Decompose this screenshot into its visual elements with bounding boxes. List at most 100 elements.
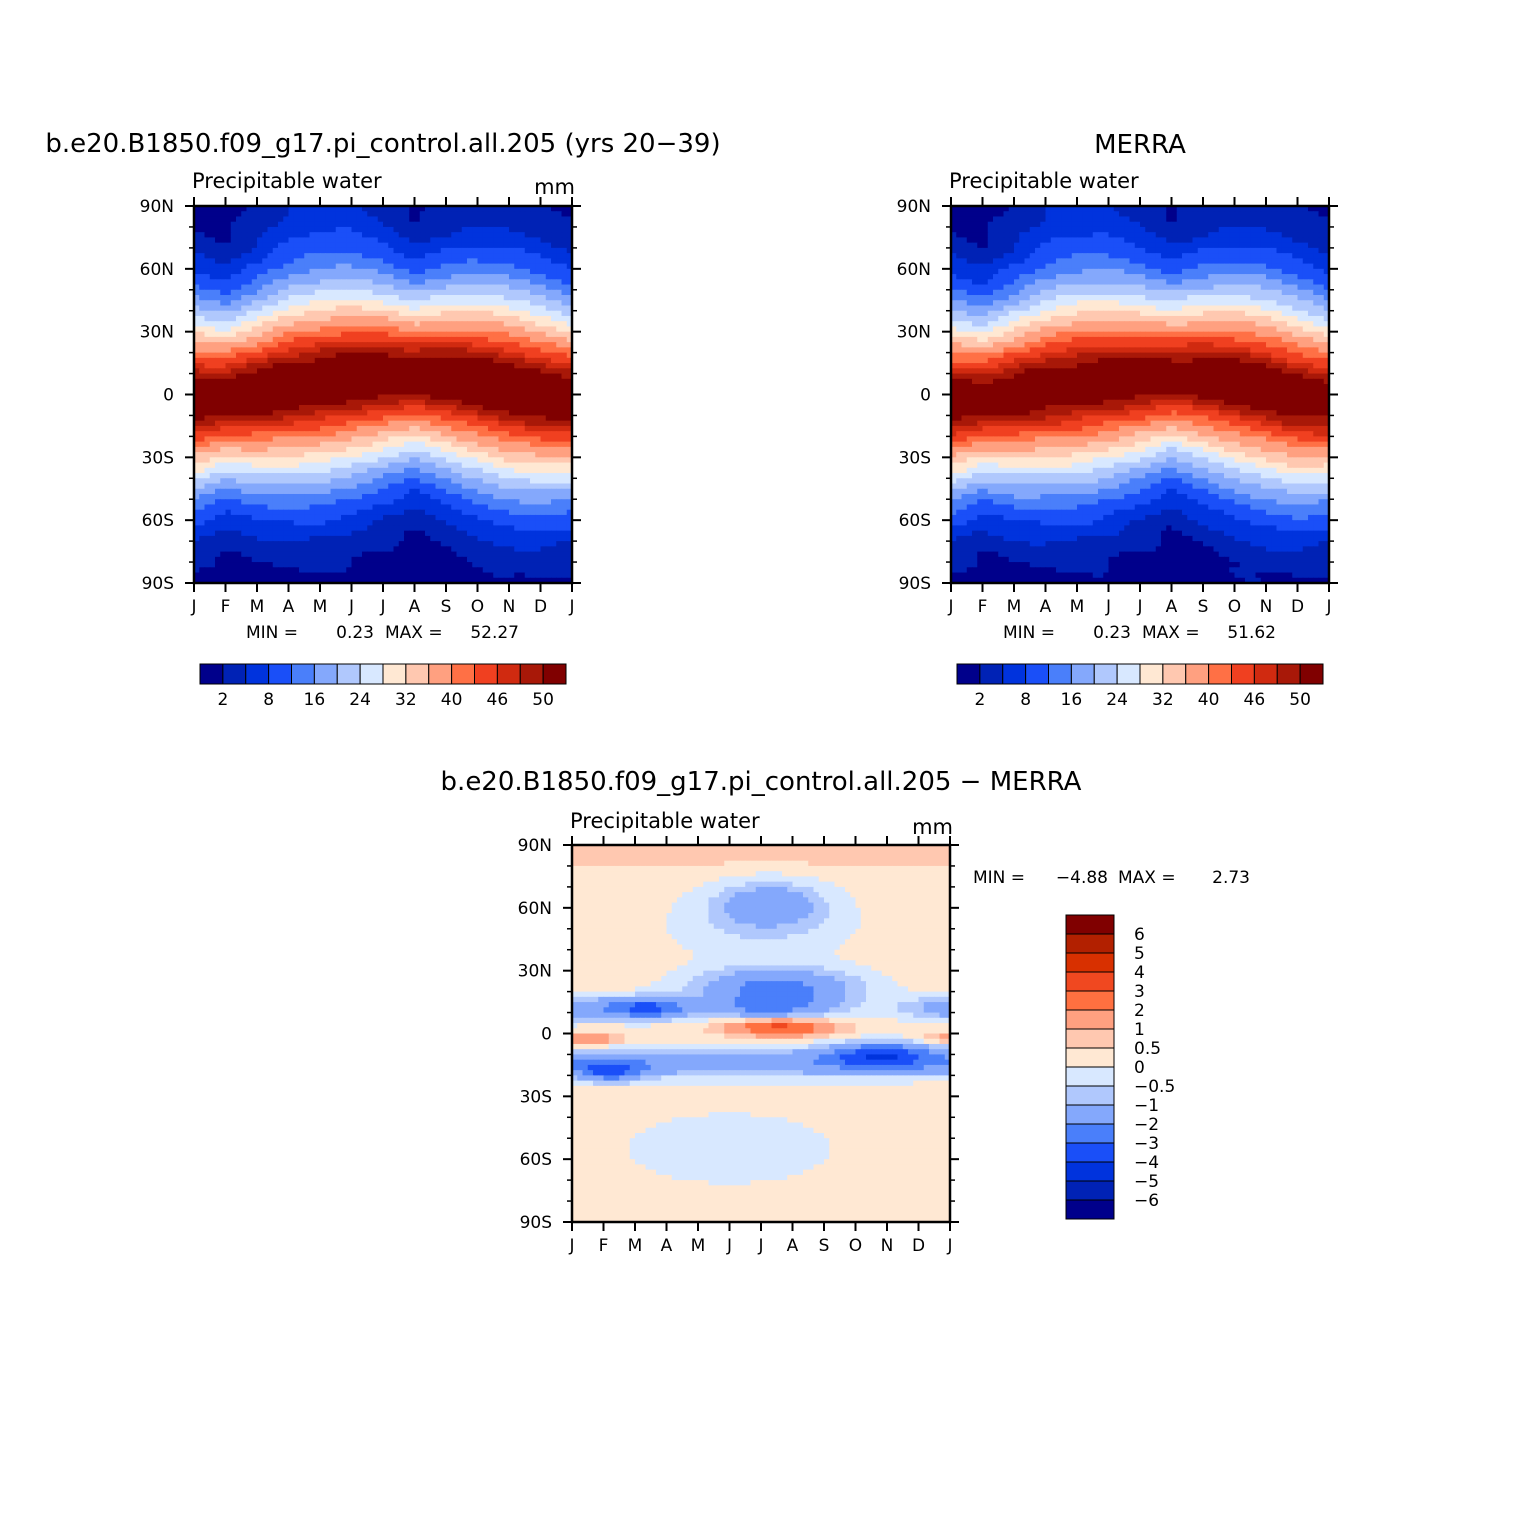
heatmap-cell xyxy=(236,556,242,563)
heatmap-cell xyxy=(209,562,216,568)
heatmap-cell xyxy=(498,404,505,411)
heatmap-cell xyxy=(225,420,232,427)
heatmap-cell xyxy=(278,410,284,417)
heatmap-cell xyxy=(461,357,468,364)
heatmap-cell xyxy=(377,363,384,369)
heatmap-cell xyxy=(414,441,421,448)
heatmap-cell xyxy=(199,483,206,490)
heatmap-cell xyxy=(383,300,389,307)
heatmap-cell xyxy=(283,357,290,364)
heatmap-cell xyxy=(230,478,237,485)
heatmap-cell xyxy=(278,300,284,307)
heatmap-cell xyxy=(561,462,568,469)
heatmap-cell xyxy=(341,300,347,307)
heatmap-cell xyxy=(472,525,479,532)
heatmap-cell xyxy=(204,546,211,553)
heatmap-cell xyxy=(351,562,358,568)
heatmap-cell xyxy=(419,226,426,233)
heatmap-cell xyxy=(488,562,494,568)
heatmap-cell xyxy=(335,232,342,239)
heatmap-cell xyxy=(330,289,337,296)
heatmap-cell xyxy=(514,541,521,547)
heatmap-cell xyxy=(362,289,368,296)
heatmap-cell xyxy=(272,404,279,411)
heatmap-cell xyxy=(488,289,494,296)
heatmap-cell xyxy=(446,226,452,233)
heatmap-cell xyxy=(246,567,253,574)
heatmap-cell xyxy=(461,279,468,286)
heatmap-cell xyxy=(561,415,568,422)
heatmap-cell xyxy=(398,452,405,458)
heatmap-cell xyxy=(230,247,237,254)
heatmap-cell xyxy=(356,457,363,464)
heatmap-cell xyxy=(524,462,531,469)
heatmap-cell xyxy=(545,394,552,401)
heatmap-cell xyxy=(257,462,263,469)
heatmap-cell xyxy=(430,268,437,275)
heatmap-cell xyxy=(524,352,531,359)
heatmap-cell xyxy=(503,436,510,443)
heatmap-cell xyxy=(220,206,227,212)
heatmap-cell xyxy=(320,436,326,443)
heatmap-cell xyxy=(257,457,263,464)
heatmap-cell xyxy=(299,436,305,443)
heatmap-cell xyxy=(320,567,326,574)
heatmap-cell xyxy=(451,520,458,527)
heatmap-cell xyxy=(467,268,473,275)
heatmap-cell xyxy=(362,274,368,280)
heatmap-cell xyxy=(251,232,258,239)
heatmap-cell xyxy=(540,347,547,354)
heatmap-cell xyxy=(383,389,389,396)
heatmap-cell xyxy=(325,237,332,244)
heatmap-cell xyxy=(272,295,279,301)
heatmap-cell xyxy=(467,399,473,406)
heatmap-cell xyxy=(519,368,526,375)
heatmap-cell xyxy=(498,514,505,521)
heatmap-cell xyxy=(272,499,279,506)
heatmap-cell xyxy=(556,206,563,212)
heatmap-cell xyxy=(230,274,237,280)
heatmap-cell xyxy=(372,404,379,411)
heatmap-cell xyxy=(267,258,274,265)
heatmap-cell xyxy=(272,520,279,527)
heatmap-cell xyxy=(262,342,269,348)
heatmap-cell xyxy=(199,467,206,474)
heatmap-cell xyxy=(404,394,410,401)
heatmap-cell xyxy=(461,342,468,348)
heatmap-cell xyxy=(456,535,463,542)
heatmap-cell xyxy=(493,289,500,296)
heatmap-cell xyxy=(267,347,274,354)
heatmap-cell xyxy=(524,274,531,280)
heatmap-cell xyxy=(514,300,521,307)
heatmap-cell xyxy=(362,300,368,307)
heatmap-cell xyxy=(430,478,437,485)
heatmap-cell xyxy=(304,253,311,259)
heatmap-cell xyxy=(566,211,573,218)
heatmap-cell xyxy=(409,493,416,500)
heatmap-cell xyxy=(335,347,342,354)
heatmap-cell xyxy=(325,483,332,490)
heatmap-cell xyxy=(299,525,305,532)
heatmap-cell xyxy=(346,226,353,233)
heatmap-cell xyxy=(225,289,232,296)
heatmap-cell xyxy=(477,216,484,223)
heatmap-cell xyxy=(330,347,337,354)
heatmap-cell xyxy=(545,415,552,422)
heatmap-cell xyxy=(425,415,431,422)
heatmap-cell xyxy=(540,551,547,558)
heatmap-cell xyxy=(299,342,305,348)
heatmap-cell xyxy=(325,567,332,574)
heatmap-cell xyxy=(215,425,221,432)
heatmap-cell xyxy=(461,310,468,317)
heatmap-cell xyxy=(356,368,363,375)
heatmap-cell xyxy=(204,415,211,422)
heatmap-cell xyxy=(362,462,368,469)
heatmap-cell xyxy=(404,352,410,359)
heatmap-cell xyxy=(283,373,290,380)
heatmap-cell xyxy=(435,242,442,249)
heatmap-cell xyxy=(404,363,410,369)
heatmap-cell xyxy=(356,326,363,333)
heatmap-cell xyxy=(498,504,505,511)
heatmap-cell xyxy=(194,336,200,343)
heatmap-cell xyxy=(472,551,479,558)
